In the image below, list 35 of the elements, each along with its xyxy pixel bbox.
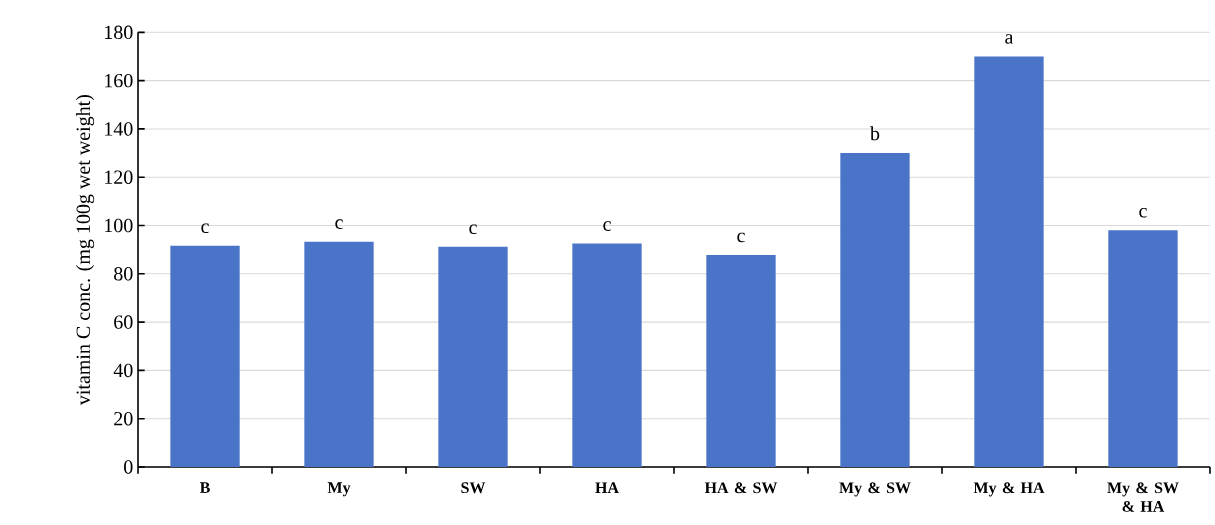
y-tick-label: 100 <box>105 218 133 233</box>
bar <box>170 245 240 467</box>
annotation: c <box>603 221 611 231</box>
bar <box>706 254 776 467</box>
x-tick-label: B <box>199 482 210 493</box>
annotation: a <box>1005 34 1014 44</box>
y-tick-label: 180 <box>105 25 133 40</box>
y-tick-label: 20 <box>114 411 133 426</box>
x-tick-label: My & SW <box>839 482 911 497</box>
annotation: c <box>1139 208 1147 218</box>
annotation: c <box>737 232 745 243</box>
annotation: c <box>201 223 209 234</box>
bar <box>974 56 1044 467</box>
bar <box>438 246 508 467</box>
x-tick-label: HA & SW <box>704 482 778 494</box>
x-tick-label: HA <box>595 482 619 493</box>
annotation: b <box>869 126 880 141</box>
x-tick-label: SW <box>461 482 486 494</box>
y-tick-label: 120 <box>105 170 133 184</box>
y-tick-label: 140 <box>105 122 133 136</box>
annotation: c <box>335 219 343 229</box>
bar <box>572 243 642 467</box>
y-tick-label: 80 <box>114 267 133 281</box>
bar <box>840 153 910 467</box>
y-tick-label: 160 <box>105 73 133 88</box>
y-tick-label: 40 <box>113 363 133 378</box>
x-tick-label: My & SW & HA <box>1107 482 1179 512</box>
x-tick-label: My & HA <box>973 482 1045 497</box>
bar <box>1108 230 1178 467</box>
bar <box>304 241 374 467</box>
x-tick-label: My <box>327 482 351 497</box>
y-tick-label: 0 <box>124 460 133 474</box>
y-axis-title: vitamin C conc. (mg 100g wet weight) <box>75 95 95 406</box>
annotation: c <box>469 224 477 235</box>
y-tick-label: 60 <box>114 315 133 329</box>
